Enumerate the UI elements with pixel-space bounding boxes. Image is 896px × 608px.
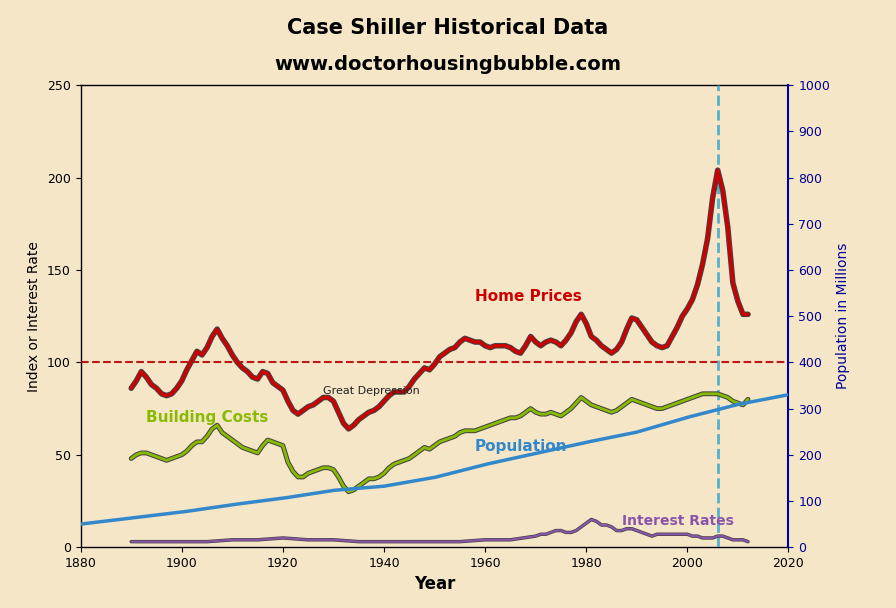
Text: Great Depression: Great Depression <box>323 386 420 396</box>
Text: Case Shiller Historical Data: Case Shiller Historical Data <box>288 18 608 38</box>
Text: Home Prices: Home Prices <box>475 289 582 305</box>
X-axis label: Year: Year <box>414 576 455 593</box>
Text: www.doctorhousingbubble.com: www.doctorhousingbubble.com <box>274 55 622 74</box>
Y-axis label: Population in Millions: Population in Millions <box>836 243 849 389</box>
Y-axis label: Index or Interest Rate: Index or Interest Rate <box>28 241 41 392</box>
Text: Building Costs: Building Costs <box>146 410 269 424</box>
Text: Population: Population <box>475 439 567 454</box>
Text: Interest Rates: Interest Rates <box>622 514 734 528</box>
